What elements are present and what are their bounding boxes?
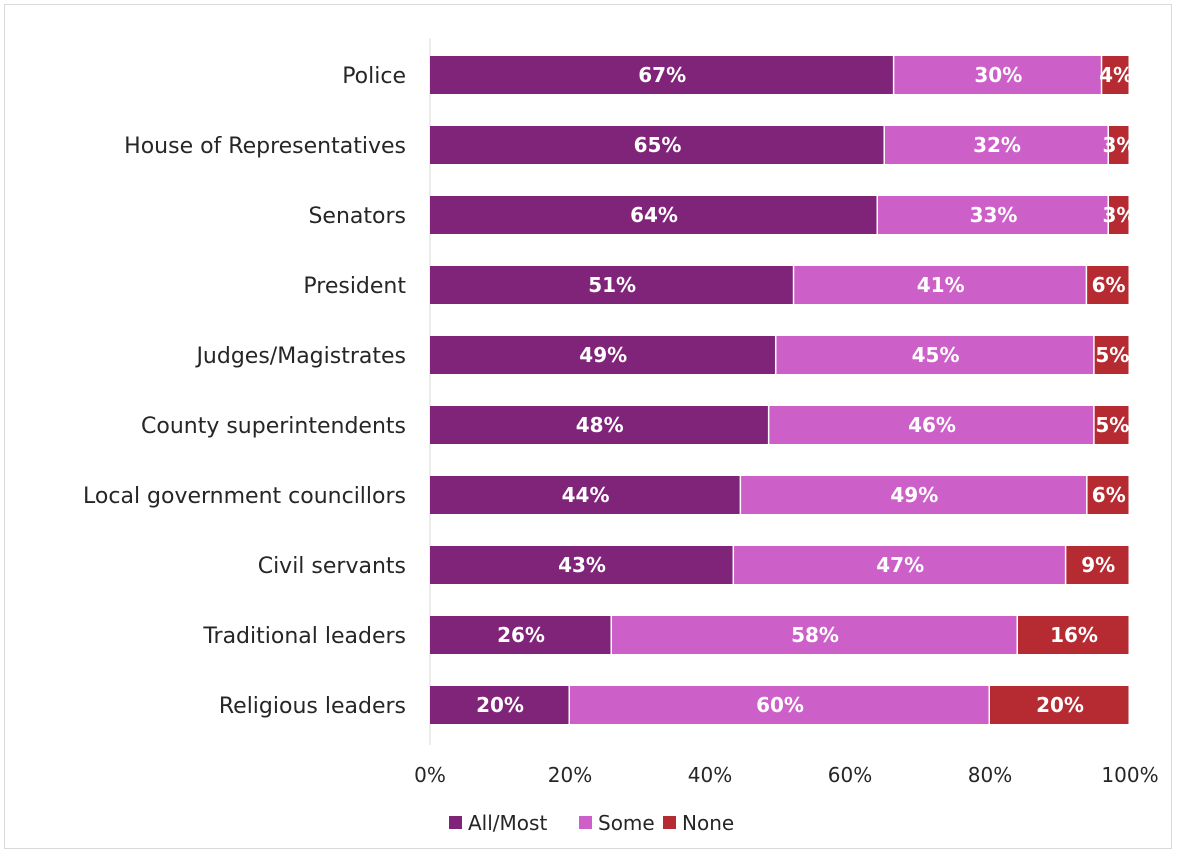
bar-none-house-of-representatives [1109, 126, 1129, 164]
data-label-none-local-government-councillors: 6% [1092, 483, 1126, 507]
data-label-none-senators: 3% [1103, 203, 1137, 227]
data-label-all-most-president: 51% [588, 273, 636, 297]
category-label-religious-leaders: Religious leaders [219, 694, 406, 719]
category-label-police: Police [342, 64, 406, 89]
bar-all-most-traditional-leaders [430, 616, 611, 654]
bar-all-most-religious-leaders [430, 686, 569, 724]
category-label-president: President [303, 274, 406, 299]
x-tick-label-2: 40% [688, 763, 732, 787]
legend-swatch-all-most [449, 816, 462, 829]
bar-none-president [1087, 266, 1129, 304]
category-label-local-government-councillors: Local government councillors [83, 484, 406, 509]
category-label-senators: Senators [308, 204, 406, 229]
x-tick-label-4: 80% [968, 763, 1012, 787]
data-label-none-civil-servants: 9% [1081, 553, 1115, 577]
data-label-none-county-superintendents: 5% [1095, 413, 1129, 437]
data-label-none-police: 4% [1099, 63, 1133, 87]
bar-none-civil-servants [1066, 546, 1129, 584]
data-label-none-religious-leaders: 20% [1036, 693, 1084, 717]
category-label-civil-servants: Civil servants [258, 554, 406, 579]
data-label-all-most-local-government-councillors: 44% [562, 483, 610, 507]
category-label-county-superintendents: County superintendents [141, 414, 406, 439]
bar-some-county-superintendents [769, 406, 1094, 444]
legend-label-some: Some [598, 811, 655, 835]
data-label-some-civil-servants: 47% [876, 553, 924, 577]
bar-all-most-president [430, 266, 793, 304]
category-label-judges-magistrates: Judges/Magistrates [194, 344, 406, 369]
legend-label-all-most: All/Most [468, 811, 547, 835]
bar-some-religious-leaders [570, 686, 989, 724]
data-label-none-judges-magistrates: 5% [1095, 343, 1129, 367]
category-label-traditional-leaders: Traditional leaders [202, 624, 406, 649]
x-tick-label-1: 20% [548, 763, 592, 787]
x-tick-label-0: 0% [414, 763, 446, 787]
legend-swatch-none [663, 816, 676, 829]
bar-none-religious-leaders [990, 686, 1129, 724]
bar-some-judges-magistrates [776, 336, 1094, 374]
data-label-all-most-civil-servants: 43% [558, 553, 606, 577]
bar-some-president [794, 266, 1086, 304]
bar-all-most-police [430, 56, 893, 94]
bar-all-most-local-government-councillors [430, 476, 740, 514]
bar-all-most-civil-servants [430, 546, 733, 584]
bar-all-most-judges-magistrates [430, 336, 775, 374]
bar-none-senators [1109, 196, 1129, 234]
bar-none-judges-magistrates [1094, 336, 1129, 374]
data-label-none-president: 6% [1092, 273, 1126, 297]
data-label-some-county-superintendents: 46% [908, 413, 956, 437]
data-label-all-most-judges-magistrates: 49% [579, 343, 627, 367]
data-label-some-traditional-leaders: 58% [791, 623, 839, 647]
data-label-some-senators: 33% [970, 203, 1018, 227]
data-label-all-most-house-of-representatives: 65% [634, 133, 682, 157]
data-label-some-judges-magistrates: 45% [912, 343, 960, 367]
data-label-all-most-traditional-leaders: 26% [497, 623, 545, 647]
bar-all-most-house-of-representatives [430, 126, 884, 164]
bar-some-senators [878, 196, 1108, 234]
data-label-none-traditional-leaders: 16% [1050, 623, 1098, 647]
legend-swatch-some [579, 816, 592, 829]
x-tick-label-3: 60% [828, 763, 872, 787]
data-label-some-religious-leaders: 60% [756, 693, 804, 717]
legend-label-none: None [682, 811, 734, 835]
bar-some-house-of-representatives [885, 126, 1108, 164]
bar-some-civil-servants [734, 546, 1065, 584]
data-label-none-house-of-representatives: 3% [1103, 133, 1137, 157]
data-label-some-police: 30% [974, 63, 1022, 87]
bar-none-traditional-leaders [1018, 616, 1129, 654]
bar-some-local-government-councillors [741, 476, 1087, 514]
data-label-some-house-of-representatives: 32% [973, 133, 1021, 157]
bar-all-most-county-superintendents [430, 406, 768, 444]
data-label-all-most-county-superintendents: 48% [576, 413, 624, 437]
bar-some-traditional-leaders [612, 616, 1017, 654]
data-label-some-president: 41% [917, 273, 965, 297]
bar-some-police [894, 56, 1101, 94]
data-label-all-most-senators: 64% [630, 203, 678, 227]
x-tick-label-5: 100% [1101, 763, 1158, 787]
data-label-all-most-police: 67% [638, 63, 686, 87]
bar-none-local-government-councillors [1087, 476, 1129, 514]
bar-none-county-superintendents [1094, 406, 1129, 444]
bar-none-police [1102, 56, 1129, 94]
bar-all-most-senators [430, 196, 877, 234]
data-label-all-most-religious-leaders: 20% [476, 693, 524, 717]
data-label-some-local-government-councillors: 49% [890, 483, 938, 507]
category-label-house-of-representatives: House of Representatives [124, 134, 406, 159]
